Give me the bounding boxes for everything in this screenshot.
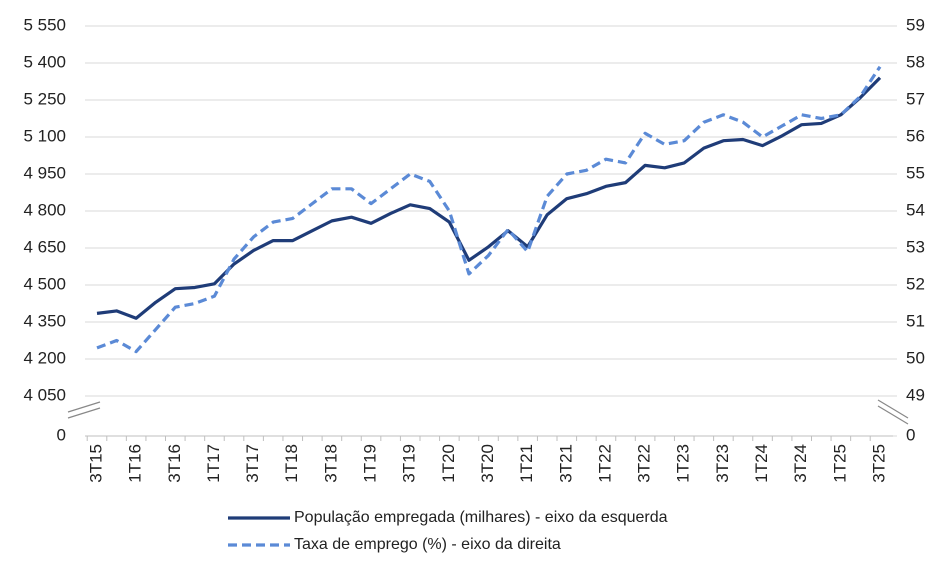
y-tick-label: 4 050 xyxy=(23,385,66,404)
y-tick-label: 5 400 xyxy=(23,52,66,71)
y-tick-label: 5 100 xyxy=(23,126,66,145)
x-tick-label: 3T15 xyxy=(86,444,105,483)
legend-label: População empregada (milhares) - eixo da… xyxy=(294,509,668,526)
x-tick-label: 1T16 xyxy=(126,444,145,483)
x-tick-label: 3T19 xyxy=(400,444,419,483)
x-tick-label: 1T21 xyxy=(517,444,536,483)
y2-tick-label: 56 xyxy=(906,126,925,145)
y2-tick-label: 58 xyxy=(906,52,925,71)
legend-label: Taxa de emprego (%) - eixo da direita xyxy=(294,536,561,553)
x-tick-label: 3T18 xyxy=(321,444,340,483)
x-tick-label: 3T25 xyxy=(869,444,888,483)
x-tick-label: 3T23 xyxy=(713,444,732,483)
x-tick-label: 3T17 xyxy=(243,444,262,483)
y-tick-label: 5 250 xyxy=(23,89,66,108)
x-tick-label: 3T16 xyxy=(165,444,184,483)
x-tick-label: 3T20 xyxy=(478,444,497,483)
y2-tick-label: 52 xyxy=(906,274,925,293)
y2-tick-label: 59 xyxy=(906,15,925,34)
x-tick-label: 1T25 xyxy=(830,444,849,483)
y-tick-label: 0 xyxy=(57,425,66,444)
x-tick-label: 1T22 xyxy=(595,444,614,483)
y-tick-label: 4 350 xyxy=(23,311,66,330)
y-tick-label: 4 950 xyxy=(23,163,66,182)
y-tick-label: 4 800 xyxy=(23,200,66,219)
y-tick-label: 5 550 xyxy=(23,15,66,34)
y2-tick-label: 53 xyxy=(906,237,925,256)
x-tick-label: 3T22 xyxy=(635,444,654,483)
axis-break-marks xyxy=(67,399,909,425)
x-tick-label: 1T19 xyxy=(361,444,380,483)
y-tick-label: 4 200 xyxy=(23,348,66,367)
x-tick-label: 1T23 xyxy=(674,444,693,483)
y-tick-label: 4 650 xyxy=(23,237,66,256)
x-tick-label: 3T24 xyxy=(791,444,810,483)
y2-tick-label: 51 xyxy=(906,311,925,330)
y-tick-label: 4 500 xyxy=(23,274,66,293)
y2-tick-label: 50 xyxy=(906,348,925,367)
x-tick-label: 1T24 xyxy=(752,444,771,483)
x-tick-label: 3T21 xyxy=(556,444,575,483)
x-tick-label: 1T18 xyxy=(282,444,301,483)
y2-tick-label: 57 xyxy=(906,89,925,108)
data-line xyxy=(96,76,882,320)
x-tick-label: 1T17 xyxy=(204,444,223,483)
y2-tick-label: 54 xyxy=(906,200,925,219)
data-line xyxy=(96,65,882,354)
y2-tick-label: 55 xyxy=(906,163,925,182)
y2-tick-label: 0 xyxy=(906,425,915,444)
x-tick-label: 1T20 xyxy=(439,444,458,483)
y2-tick-label: 49 xyxy=(906,385,925,404)
